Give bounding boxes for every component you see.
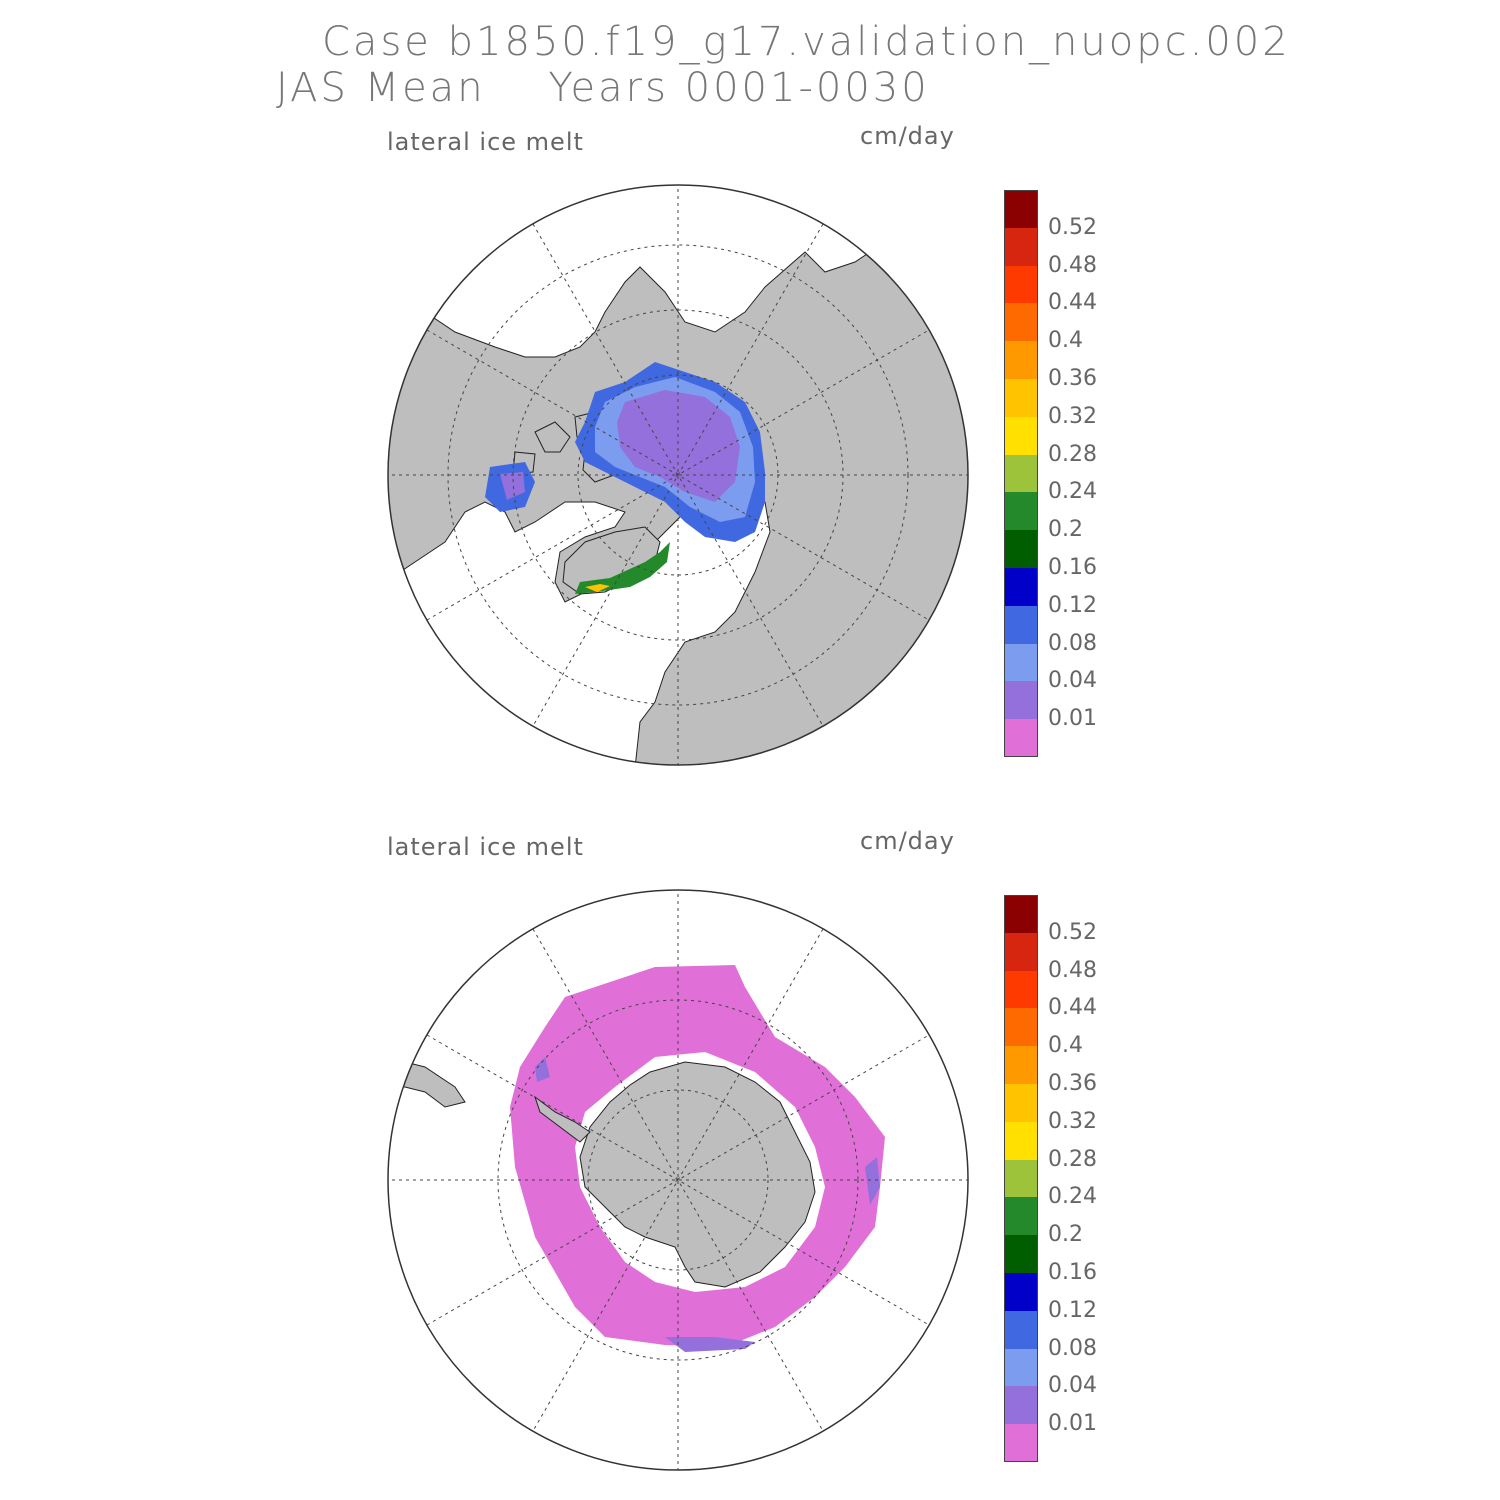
colorbar-tick-label: 0.32 — [1048, 403, 1097, 429]
colorbar-tick-label: 0.28 — [1048, 1146, 1097, 1172]
colorbar-tick-label: 0.44 — [1048, 290, 1097, 316]
colorbar-segment — [1004, 1084, 1038, 1123]
colorbar-tick-label: 0.12 — [1048, 1297, 1097, 1323]
colorbar-segment — [1004, 1046, 1038, 1085]
colorbar-tick-label: 0.28 — [1048, 441, 1097, 467]
colorbar-frame — [1004, 190, 1038, 757]
north-polar-map — [387, 184, 969, 766]
baffin-melt-yellow — [585, 584, 610, 592]
variable-label: lateral ice melt — [387, 128, 584, 156]
colorbar-tick-label: 0.48 — [1048, 957, 1097, 983]
variable-label: lateral ice melt — [387, 833, 584, 861]
melt-patch — [665, 1337, 755, 1352]
colorbar-segment — [1004, 643, 1038, 682]
colorbar-segment — [1004, 970, 1038, 1009]
colorbar-segment — [1004, 1348, 1038, 1387]
colorbar-tick-label: 0.36 — [1048, 1071, 1097, 1096]
antarctic-peninsula — [534, 1095, 591, 1143]
colorbar-segment — [1004, 190, 1038, 229]
title-line-1: Case b1850.f19_g17.validation_nuopc.002 — [322, 19, 1291, 65]
colorbar-segment — [1004, 1121, 1038, 1161]
melt-patch — [535, 1057, 550, 1082]
colorbar-tick-label: 0.04 — [1048, 668, 1097, 694]
hudson-bay-inner — [500, 472, 525, 500]
colorbar-tick-label: 0.16 — [1048, 555, 1097, 580]
colorbar-segment — [1004, 341, 1038, 380]
colorbar-segment — [1004, 379, 1038, 418]
colorbar-tick-label: 0.24 — [1048, 1184, 1097, 1210]
sea-ice-purple — [617, 390, 740, 502]
antarctica — [579, 1061, 816, 1288]
colorbar-tick-label: 0.01 — [1048, 706, 1097, 732]
colorbar-segment — [1004, 1008, 1038, 1047]
colorbar-frame — [1004, 895, 1038, 1462]
colorbar-tick-label: 0.16 — [1048, 1260, 1097, 1285]
colorbar-tick-label: 0.4 — [1048, 1033, 1083, 1059]
baffin-melt — [575, 542, 670, 594]
colorbar-tick-label: 0.4 — [1048, 328, 1083, 354]
colorbar-segment — [1004, 416, 1038, 456]
colorbar-segment — [1004, 227, 1038, 267]
south-panel: lateral ice melt cm/day — [0, 705, 1500, 1471]
unit-label: cm/day — [860, 122, 955, 150]
colorbar-segment — [1004, 530, 1038, 569]
colorbar-tick-label: 0.52 — [1048, 214, 1097, 240]
colorbar-segment — [1004, 568, 1038, 607]
colorbar-tick-label: 0.52 — [1048, 919, 1097, 945]
melt-patch — [865, 1157, 880, 1205]
north-panel: lateral ice melt cm/day — [0, 0, 1500, 766]
colorbar-tick-label: 0.44 — [1048, 995, 1097, 1021]
colorbar-segment — [1004, 681, 1038, 720]
title-line-2: JAS Mean Years 0001-0030 — [276, 65, 930, 111]
colorbar-tick-label: 0.01 — [1048, 1411, 1097, 1437]
colorbar-tick-label: 0.48 — [1048, 252, 1097, 278]
colorbar-segment — [1004, 1424, 1038, 1463]
colorbar-segment — [1004, 895, 1038, 934]
colorbar-segment — [1004, 1235, 1038, 1274]
colorbar-segment — [1004, 1197, 1038, 1236]
colorbar-tick-label: 0.08 — [1048, 630, 1097, 656]
colorbar-segment — [1004, 1159, 1038, 1198]
colorbar-segment — [1004, 605, 1038, 645]
colorbar-segment — [1004, 492, 1038, 531]
colorbar-tick-label: 0.12 — [1048, 592, 1097, 618]
colorbar-segment — [1004, 303, 1038, 342]
colorbar-tick-label: 0.2 — [1048, 517, 1083, 543]
colorbar-tick-label: 0.24 — [1048, 479, 1097, 505]
unit-label: cm/day — [860, 827, 955, 855]
colorbar-segment — [1004, 1310, 1038, 1350]
colorbar-tick-label: 0.04 — [1048, 1373, 1097, 1399]
colorbar-segment — [1004, 932, 1038, 972]
colorbar-tick-label: 0.32 — [1048, 1108, 1097, 1134]
colorbar-tick-label: 0.08 — [1048, 1335, 1097, 1361]
colorbar-tick-label: 0.2 — [1048, 1222, 1083, 1248]
colorbar-tick-label: 0.36 — [1048, 366, 1097, 391]
colorbar-segment — [1004, 454, 1038, 493]
colorbar-segment — [1004, 1386, 1038, 1425]
colorbar-segment — [1004, 719, 1038, 758]
colorbar-segment — [1004, 1273, 1038, 1312]
south-polar-map — [387, 889, 969, 1471]
colorbar-segment — [1004, 265, 1038, 304]
